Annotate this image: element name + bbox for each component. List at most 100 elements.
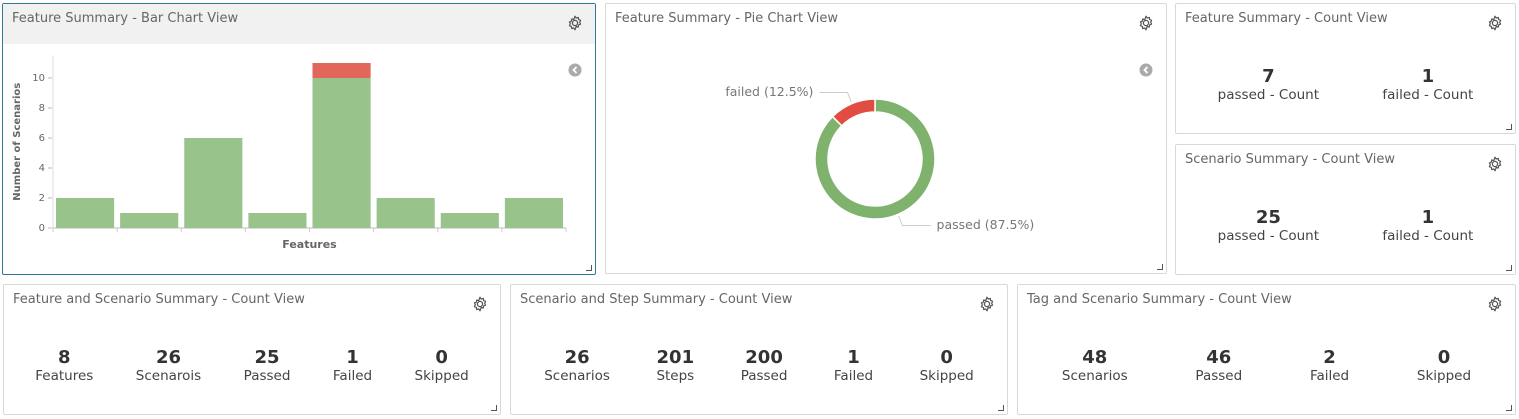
collapse-icon-bg bbox=[568, 63, 582, 77]
count-item: 26 Scenarios bbox=[544, 348, 610, 385]
y-tick-label: 2 bbox=[39, 193, 45, 204]
collapse-icon-arrow bbox=[572, 66, 578, 74]
count-item: 26 Scenarois bbox=[135, 347, 202, 385]
settings-icon[interactable] bbox=[472, 296, 488, 316]
y-tick-label: 8 bbox=[39, 103, 45, 114]
resize-handle[interactable] bbox=[1506, 265, 1512, 271]
count-value: 1 bbox=[1421, 66, 1435, 87]
panel: Feature Summary - Count View 7 passed - Co… bbox=[1175, 3, 1516, 134]
count-value: 7 bbox=[1262, 66, 1275, 87]
resize-handle[interactable] bbox=[1157, 264, 1163, 270]
bar-segment bbox=[312, 63, 371, 78]
count-label: failed - Count bbox=[1382, 228, 1474, 244]
count-row: 26 Scenarios 201 Steps 200 Passed 1 Failed 0 Skip… bbox=[521, 347, 997, 385]
y-tick-label: 0 bbox=[39, 223, 45, 234]
count-item: 1 Failed bbox=[332, 347, 373, 385]
count-label: Failed bbox=[1309, 368, 1350, 384]
slice-label: failed (12.5%) bbox=[725, 84, 813, 99]
panel-title: Feature and Scenario Summary - Count Vie… bbox=[13, 292, 305, 307]
count-row: 48 Scenarios 46 Passed 2 Failed 0 Skipped bbox=[1028, 347, 1505, 385]
panel: Scenario Summary - Count View 25 passed - … bbox=[1175, 144, 1516, 275]
count-value: 8 bbox=[58, 347, 71, 368]
count-label: passed - Count bbox=[1217, 87, 1320, 103]
bar-segment bbox=[440, 213, 499, 228]
collapse-icon[interactable] bbox=[1139, 63, 1153, 77]
count-value: 0 bbox=[940, 347, 953, 368]
count-item: 2 Failed bbox=[1309, 347, 1350, 385]
count-value: 0 bbox=[1437, 347, 1451, 368]
bar-segment bbox=[120, 213, 179, 228]
count-item: 1 failed - Count bbox=[1382, 66, 1474, 104]
settings-icon[interactable] bbox=[567, 15, 583, 35]
settings-icon[interactable] bbox=[1487, 156, 1503, 176]
collapse-icon[interactable] bbox=[568, 63, 582, 77]
count-item: 8 Features bbox=[35, 347, 94, 385]
panel: Feature and Scenario Summary - Count Vie… bbox=[3, 284, 501, 415]
count-value: 26 bbox=[155, 347, 182, 368]
bar-segment bbox=[376, 198, 435, 228]
resize-handle[interactable] bbox=[1506, 124, 1512, 130]
count-label: failed - Count bbox=[1382, 87, 1474, 103]
count-value: 1 bbox=[847, 347, 860, 368]
count-label: Steps bbox=[656, 368, 695, 384]
panel-title: Feature Summary - Bar Chart View bbox=[3, 4, 595, 44]
count-value: 48 bbox=[1082, 347, 1108, 368]
panel: Feature Summary - Bar Chart View 0 2 4 6 8 10 F… bbox=[2, 3, 596, 275]
y-tick-label: 4 bbox=[39, 163, 45, 174]
count-item: 25 Passed bbox=[244, 348, 291, 385]
count-item: 0 Skipped bbox=[414, 347, 469, 385]
count-label: Scenarios bbox=[544, 368, 610, 384]
pie-slice bbox=[814, 98, 936, 220]
resize-handle[interactable] bbox=[586, 265, 592, 271]
collapse-icon-bg bbox=[1139, 63, 1153, 77]
count-label: Passed bbox=[740, 368, 788, 384]
slice-label: passed (87.5%) bbox=[937, 217, 1035, 232]
settings-icon[interactable] bbox=[1138, 15, 1154, 35]
leader-line bbox=[819, 91, 852, 102]
count-value: 25 bbox=[1255, 207, 1281, 228]
count-label: Scenarois bbox=[135, 368, 202, 384]
bar-segment bbox=[312, 78, 371, 228]
count-label: Features bbox=[35, 368, 94, 384]
count-item: 1 failed - Count bbox=[1382, 207, 1474, 245]
count-value: 1 bbox=[1421, 207, 1435, 228]
settings-icon[interactable] bbox=[1487, 296, 1503, 316]
count-value: 200 bbox=[745, 347, 783, 368]
count-label: Failed bbox=[833, 368, 874, 384]
count-label: Skipped bbox=[919, 368, 974, 384]
count-item: 25 passed - Count bbox=[1218, 207, 1319, 245]
panel: Scenario and Step Summary - Count View 26… bbox=[510, 284, 1008, 415]
count-item: 0 Skipped bbox=[919, 347, 974, 385]
panel-title: Tag and Scenario Summary - Count View bbox=[1027, 292, 1292, 307]
count-item: 1 Failed bbox=[833, 347, 874, 385]
bar-segment bbox=[56, 198, 115, 228]
y-tick-label: 6 bbox=[39, 133, 45, 144]
settings-icon[interactable] bbox=[979, 296, 995, 316]
count-value: 0 bbox=[435, 347, 448, 368]
count-row: 7 passed - Count 1 failed - Count bbox=[1186, 66, 1505, 104]
count-value: 46 bbox=[1206, 347, 1232, 368]
resize-handle[interactable] bbox=[1506, 405, 1512, 411]
resize-handle[interactable] bbox=[998, 405, 1004, 411]
count-item: 7 passed - Count bbox=[1217, 66, 1320, 104]
bar-segment bbox=[504, 198, 563, 228]
count-label: Skipped bbox=[1416, 368, 1472, 384]
count-label: Failed bbox=[332, 368, 373, 384]
settings-icon[interactable] bbox=[1487, 15, 1503, 35]
count-value: 1 bbox=[346, 347, 359, 368]
y-axis-label: Number of Scenarios bbox=[12, 83, 23, 201]
count-label: Skipped bbox=[414, 368, 469, 384]
count-value: 2 bbox=[1323, 347, 1336, 368]
resize-handle[interactable] bbox=[491, 405, 497, 411]
count-label: Scenarios bbox=[1061, 368, 1128, 384]
leader-line bbox=[898, 216, 931, 227]
count-item: 0 Skipped bbox=[1416, 347, 1472, 385]
count-row: 8 Features 26 Scenarois 25 Passed 1 Failed 0 Skip… bbox=[14, 347, 490, 385]
y-tick-label: 10 bbox=[32, 73, 45, 84]
count-value: 201 bbox=[656, 347, 695, 368]
count-row: 25 passed - Count 1 failed - Count bbox=[1186, 207, 1505, 245]
count-item: 48 Scenarios bbox=[1061, 347, 1128, 385]
panel-title: Feature Summary - Count View bbox=[1185, 11, 1388, 26]
chart: passed (87.5%) failed (12.5%) bbox=[725, 63, 1153, 232]
